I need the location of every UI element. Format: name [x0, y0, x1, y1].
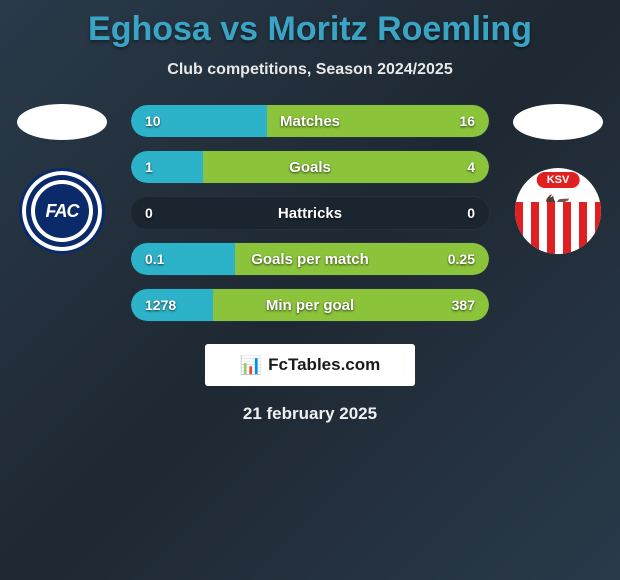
- brand-logo[interactable]: 📊 FcTables.com: [205, 344, 415, 386]
- stat-bar-left: [131, 151, 203, 183]
- brand-text: FcTables.com: [268, 355, 380, 375]
- stat-value-right: 0: [467, 205, 475, 221]
- date-text: 21 february 2025: [0, 404, 620, 424]
- player-left-column: FAC: [12, 104, 112, 254]
- club-badge-left: FAC: [19, 168, 105, 254]
- stat-label: Min per goal: [266, 297, 354, 314]
- subtitle: Club competitions, Season 2024/2025: [0, 61, 620, 79]
- stat-row: 0 0 Hattricks: [130, 196, 490, 230]
- page-title: Eghosa vs Moritz Roemling: [0, 0, 620, 49]
- avatar-placeholder-right: [513, 104, 603, 140]
- stat-value-left: 0: [145, 205, 153, 221]
- stat-value-right: 0.25: [448, 251, 475, 267]
- stat-label: Matches: [280, 113, 340, 130]
- club-badge-left-text: FAC: [35, 184, 89, 238]
- stat-value-left: 0.1: [145, 251, 164, 267]
- stat-value-left: 1278: [145, 297, 176, 313]
- stat-bar-right: [203, 151, 489, 183]
- stats-column: 10 16 Matches 1 4 Goals 0 0 Hattricks 0.1 0.25 Goal…: [130, 104, 490, 322]
- stat-value-right: 4: [467, 159, 475, 175]
- chart-icon: 📊: [240, 355, 262, 376]
- player-right-column: KSV 🦅: [508, 104, 608, 254]
- comparison-body: FAC 10 16 Matches 1 4 Goals 0 0 Hattricks 0.1 0.25…: [0, 104, 620, 322]
- stat-value-left: 1: [145, 159, 153, 175]
- stat-row: 1278 387 Min per goal: [130, 288, 490, 322]
- stat-value-right: 387: [452, 297, 475, 313]
- stat-label: Goals: [289, 159, 331, 176]
- stat-row: 0.1 0.25 Goals per match: [130, 242, 490, 276]
- stat-label: Goals per match: [251, 251, 369, 268]
- badge-stripes: [515, 202, 601, 254]
- stat-row: 10 16 Matches: [130, 104, 490, 138]
- club-badge-right-text: KSV: [537, 172, 580, 188]
- stat-value-left: 10: [145, 113, 161, 129]
- club-badge-right: KSV 🦅: [515, 168, 601, 254]
- avatar-placeholder-left: [17, 104, 107, 140]
- stat-row: 1 4 Goals: [130, 150, 490, 184]
- stat-label: Hattricks: [278, 205, 342, 222]
- stat-value-right: 16: [459, 113, 475, 129]
